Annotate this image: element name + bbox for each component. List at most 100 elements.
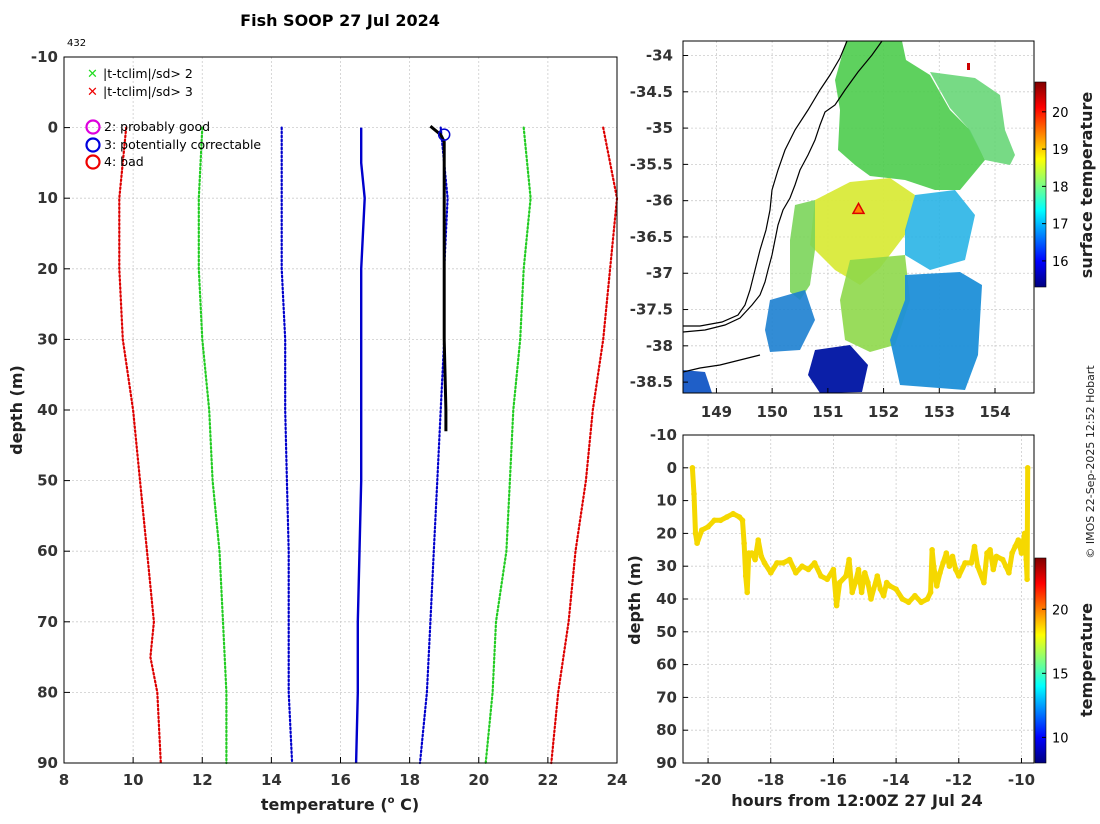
depth-time-point (918, 599, 924, 606)
depth-time-point (868, 596, 874, 602)
sst-field-cool (890, 272, 982, 390)
legend-circle-icon-blue (85, 137, 101, 153)
depth-time-colorbar-tick-label: 20 (1052, 603, 1069, 618)
depth-time-grid (683, 434, 1034, 764)
sst-field-eastcyan (905, 190, 975, 270)
profile-ytick-label: 90 (37, 754, 58, 772)
depth-time-ytick-label: 90 (656, 754, 677, 772)
depth-time-xtick-label: -20 (695, 771, 722, 789)
map-xtick-label: 151 (812, 403, 843, 421)
depth-time-point (786, 556, 793, 563)
depth-time-point (739, 517, 746, 524)
profile-series-line (429, 125, 448, 432)
profile-xtick-label: 16 (330, 771, 351, 789)
profile-panel: 8 10 12 14 16 18 20 22 24-100102030405060708090 … (7, 48, 627, 814)
depth-time-point (1024, 576, 1030, 583)
map-colorbar-tick-label: 19 (1052, 143, 1069, 158)
map-position-marker (851, 201, 866, 215)
map-field (683, 41, 1015, 393)
depth-time-point (940, 560, 946, 566)
depth-time-point (1024, 465, 1031, 471)
profile-ticks: 8 10 12 14 16 18 20 22 24 -10 0 10 20 30 40 50 60 70 80 90 (31, 48, 628, 789)
depth-time-point (905, 599, 912, 606)
depth-time-point (1023, 556, 1029, 563)
depth-time-point (929, 547, 935, 553)
sst-pixel-hot (967, 63, 970, 70)
depth-time-point (946, 563, 953, 569)
depth-time-ytick-label: 30 (656, 557, 677, 575)
depth-time-point (893, 586, 899, 592)
depth-time-point (981, 579, 987, 586)
depth-time-point (877, 586, 884, 592)
depth-time-point (768, 570, 774, 576)
profile-xtick-label: 8 (59, 771, 69, 789)
map-xtick-label: 152 (868, 403, 899, 421)
depth-time-point (691, 491, 697, 497)
depth-time-point (780, 560, 787, 566)
depth-time-point (749, 550, 755, 556)
profile-ytick-label: 60 (37, 542, 58, 560)
profile-series-line (550, 126, 619, 765)
map-xtick-label: 150 (756, 403, 787, 421)
map-colorbar-tick-label: 17 (1052, 218, 1069, 233)
depth-time-ytick-label: 50 (656, 623, 677, 641)
depth-time-ytick-label: 0 (667, 459, 677, 477)
depth-time-ytick-label: 80 (656, 721, 677, 739)
figure-title: Fish SOOP 27 Jul 2024 (240, 11, 440, 30)
sst-field-east (930, 72, 1015, 165)
depth-time-point (968, 560, 975, 566)
depth-time-point (805, 566, 812, 573)
profile-legend: ✕ |t-tclim|/sd> 2 ✕ |t-tclim|/sd> 3 2: p… (85, 66, 261, 170)
coastline-west (683, 41, 848, 327)
depth-time-point (1006, 570, 1012, 576)
sst-field-sw (765, 290, 815, 352)
depth-time-point (752, 556, 758, 563)
legend-circle-icon-red (85, 154, 101, 170)
depth-time-colorbar-ticks: 20 15 10 (1042, 603, 1069, 746)
profile-ytick-label: 50 (37, 472, 58, 490)
depth-time-point (956, 573, 962, 579)
map-ytick-label: -34 (646, 47, 673, 65)
depth-time-point (846, 556, 852, 563)
legend-x-icon-red: ✕ (87, 85, 98, 100)
depth-time-xtick-label: -14 (883, 771, 910, 789)
sst-field-bass (683, 370, 712, 393)
depth-time-point (934, 583, 940, 589)
depth-time-point (824, 576, 830, 583)
map-ytick-label: -36.5 (630, 228, 673, 246)
depth-time-point (699, 527, 705, 533)
depth-time-point (744, 589, 750, 596)
depth-time-point (758, 553, 765, 560)
legend-qc-4: 4: bad (104, 154, 144, 169)
profile-xtick-label: 22 (537, 771, 558, 789)
sst-field-north (835, 41, 985, 190)
depth-time-ytick-label: 60 (656, 656, 677, 674)
map-xtick-label: 153 (924, 403, 955, 421)
map-ticks: 149 150 151 152 153 154 -34 -34.5 -35 -35.5 -36 -36… (630, 47, 1011, 421)
depth-time-points (689, 465, 1031, 609)
sst-field-coastal (790, 200, 815, 300)
map-colorbar (1034, 81, 1047, 288)
depth-time-ticks: -20 -18 -16 -14 -12 -10 -10 0 10 20 30 40 50 60 70 80 90 (650, 426, 1035, 789)
depth-time-xtick-label: -16 (820, 771, 847, 789)
profile-ylabel: depth (m) (7, 365, 26, 455)
depth-time-point (874, 573, 881, 579)
map-ytick-label: -35 (646, 119, 673, 137)
map-ytick-label: -38 (646, 337, 673, 355)
depth-time-ytick-label: 20 (656, 524, 677, 542)
depth-time-point (862, 570, 868, 576)
sst-field-warm (810, 178, 915, 285)
copyright-note: © IMOS 22-Sep-2025 12:52 Hobart (1084, 365, 1097, 559)
map-axes-frame (682, 40, 1035, 394)
legend-flag-2: |t-tclim|/sd> 2 (103, 66, 193, 81)
depth-time-point (962, 560, 968, 566)
depth-time-point (692, 530, 699, 537)
profile-ytick-label: 0 (48, 119, 58, 137)
legend-qc-2: 2: probably good (104, 119, 210, 134)
legend-flag-3: |t-tclim|/sd> 3 (103, 84, 193, 99)
depth-time-point (949, 553, 956, 560)
depth-time-xtick-label: -18 (757, 771, 784, 789)
depth-time-xtick-label: -10 (1008, 771, 1035, 789)
map-ytick-label: -37.5 (630, 301, 673, 319)
